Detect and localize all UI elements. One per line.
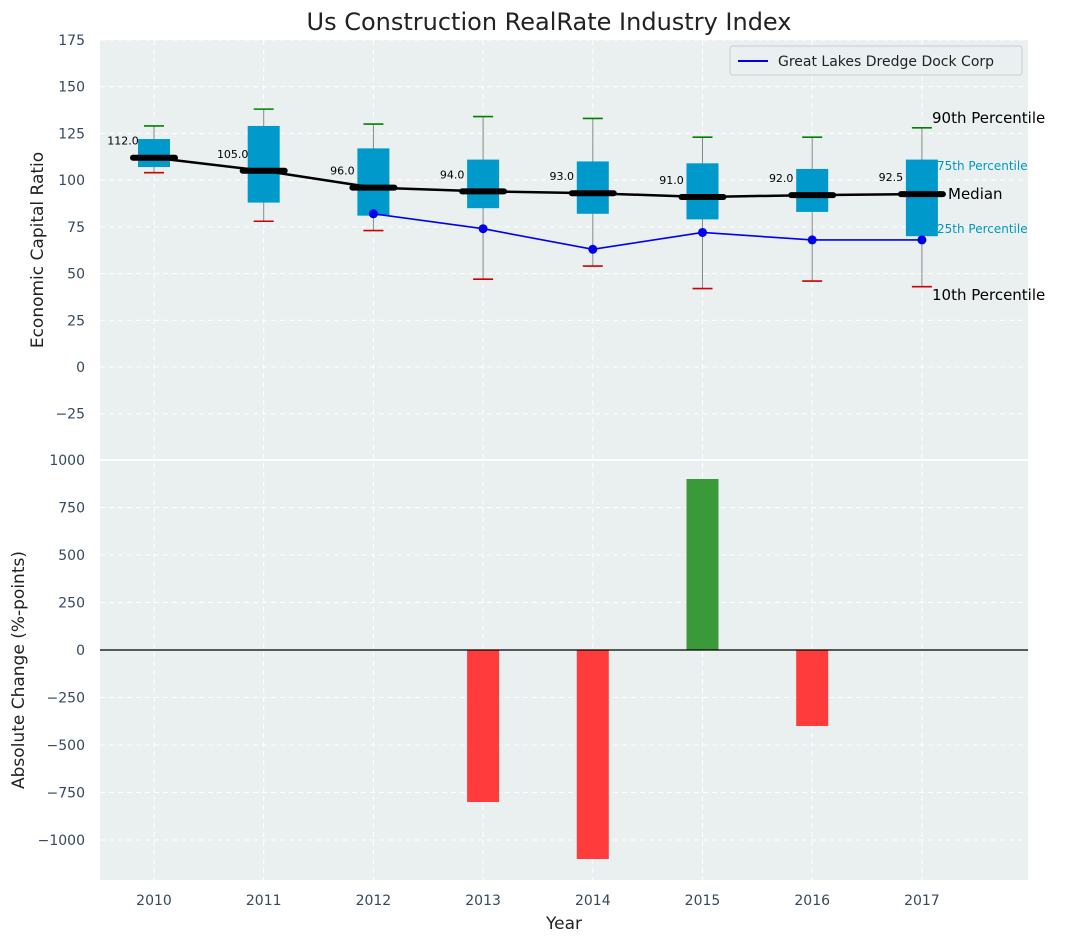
box-iqr — [247, 125, 280, 203]
bottom-y-tick-label: −500 — [47, 738, 85, 754]
bottom-y-tick-label: 1000 — [49, 453, 85, 469]
top-y-tick-label: 175 — [58, 33, 85, 49]
top-y-tick-label: 50 — [67, 267, 85, 283]
top-y-tick-label: 100 — [58, 173, 85, 189]
top-y-tick-label: 0 — [76, 360, 85, 376]
top-panel-background — [100, 40, 1028, 460]
box-iqr — [905, 159, 938, 237]
axis-group: 0 25 50 75 100 125 150 175 −25 −1000 −750 −500 −250 0… — [38, 33, 1028, 909]
change-bar — [467, 650, 500, 802]
top-y-tick-label: 25 — [67, 313, 85, 329]
box-plot-group: 112.0 105.0 96.0 94.0 93.0 91.0 92.0 92.5 — [107, 108, 946, 290]
x-tick-label: 2011 — [246, 893, 282, 909]
box-iqr — [138, 139, 170, 168]
annotation-75th-percentile: 75th Percentile — [937, 159, 1028, 173]
top-y-tick-label: 150 — [58, 80, 85, 96]
box-iqr — [576, 161, 609, 214]
bottom-y-tick-label: −250 — [47, 691, 85, 707]
annotation-90th-percentile: 90th Percentile — [932, 109, 1045, 127]
x-tick-label: 2014 — [575, 893, 611, 909]
x-tick-label: 2010 — [136, 893, 172, 909]
change-bar — [686, 479, 719, 650]
series-line — [373, 212, 922, 251]
bar-group — [467, 479, 829, 859]
series-point — [368, 209, 378, 219]
top-y-axis-label: Economic Capital Ratio — [28, 152, 48, 348]
series-group — [368, 209, 927, 254]
bottom-panel-background — [100, 460, 1028, 880]
median-value-label: 93.0 — [550, 170, 575, 183]
top-y-tick-label: 75 — [67, 220, 85, 236]
x-tick-label: 2017 — [904, 893, 940, 909]
annotation-10th-percentile: 10th Percentile — [932, 286, 1045, 304]
box-iqr — [796, 168, 829, 212]
median-value-label: 96.0 — [330, 165, 355, 178]
bottom-y-tick-label: −750 — [47, 786, 85, 802]
x-tick-label: 2013 — [465, 893, 501, 909]
median-value-label: 92.0 — [769, 172, 794, 185]
top-y-tick-label: −25 — [55, 407, 85, 423]
x-tick-label: 2016 — [794, 893, 830, 909]
x-tick-label: 2015 — [685, 893, 721, 909]
median-value-label: 105.0 — [217, 148, 249, 161]
series-point — [478, 224, 488, 234]
bottom-y-tick-label: 0 — [76, 643, 85, 659]
series-point — [807, 235, 817, 245]
bottom-y-axis-label: Absolute Change (%-points) — [9, 551, 29, 789]
legend: Great Lakes Dredge Dock Corp — [729, 45, 1023, 76]
median-value-label: 91.0 — [659, 174, 684, 187]
bottom-y-tick-label: 250 — [58, 596, 85, 612]
median-value-label: 92.5 — [879, 171, 904, 184]
bottom-y-tick-label: −1000 — [38, 833, 85, 849]
box-iqr — [357, 148, 390, 216]
box-iqr — [467, 159, 500, 209]
bottom-y-tick-label: 500 — [58, 548, 85, 564]
median-value-label: 94.0 — [440, 168, 465, 181]
legend-frame — [729, 45, 1023, 76]
top-y-tick-label: 125 — [58, 126, 85, 142]
legend-entry-label: Great Lakes Dredge Dock Corp — [778, 54, 994, 70]
median-value-label: 112.0 — [107, 135, 139, 148]
series-point — [588, 244, 598, 254]
annotation-25th-percentile: 25th Percentile — [937, 222, 1028, 236]
change-bar — [796, 650, 829, 726]
series-point — [698, 227, 707, 237]
chart-title: Us Construction RealRate Industry Index — [307, 8, 792, 36]
box-iqr — [686, 163, 719, 220]
bottom-y-tick-label: 750 — [58, 501, 85, 517]
change-bar — [576, 650, 609, 859]
x-tick-label: 2012 — [356, 893, 392, 909]
x-axis-label: Year — [545, 914, 582, 934]
series-point — [917, 235, 927, 245]
annotation-median: Median — [948, 185, 1003, 203]
